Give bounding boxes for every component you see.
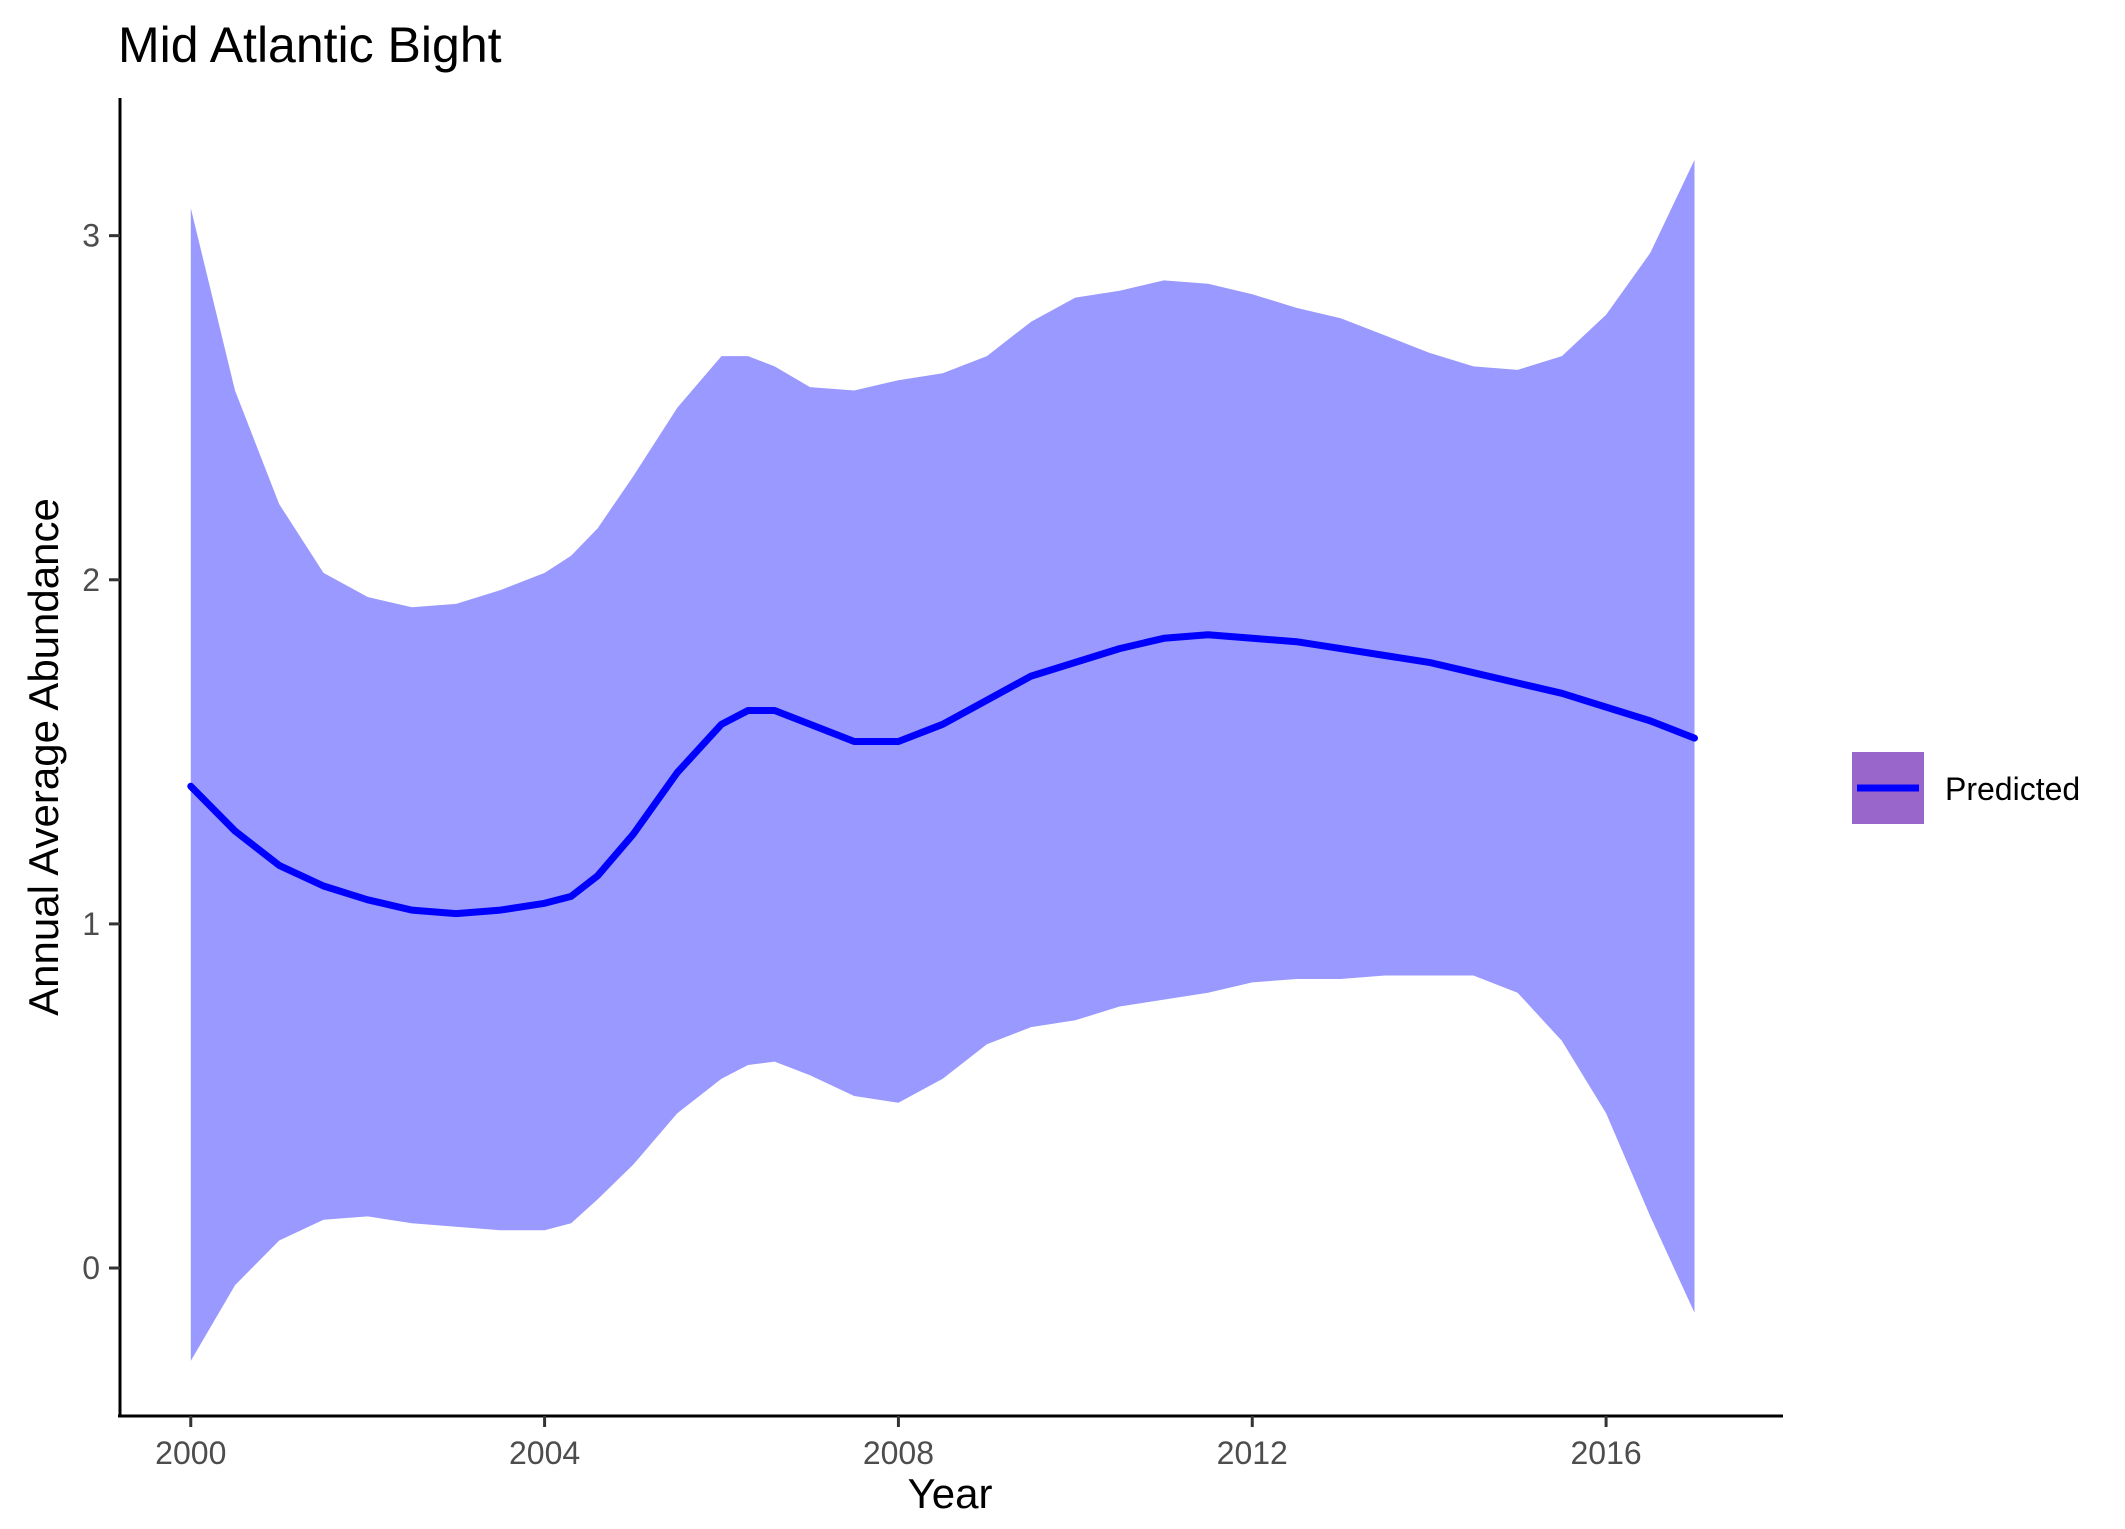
predicted-line [187,631,1698,918]
x-tick-label: 2008 [863,1435,934,1471]
y-tick-label: 2 [82,562,100,598]
x-axis-title: Year [908,1470,993,1517]
y-tick-label: 0 [82,1250,100,1286]
x-ticks: 2000 2004 2008 2012 2016 [155,1416,1642,1471]
x-tick-label: 2016 [1570,1435,1641,1471]
y-axis-title: Annual Average Abundance [20,498,67,1016]
x-tick-label: 2000 [155,1435,226,1471]
legend: Predicted [1852,752,2080,824]
y-ticks: 0 1 2 3 [82,218,120,1286]
x-tick-label: 2012 [1217,1435,1288,1471]
x-tick-label: 2004 [509,1435,580,1471]
y-tick-label: 1 [82,906,100,942]
chart-title: Mid Atlantic Bight [118,17,502,73]
confidence-ribbon [190,159,1695,1361]
legend-label-predicted: Predicted [1945,771,2080,807]
plot-area [187,159,1698,1361]
y-tick-label: 3 [82,218,100,254]
